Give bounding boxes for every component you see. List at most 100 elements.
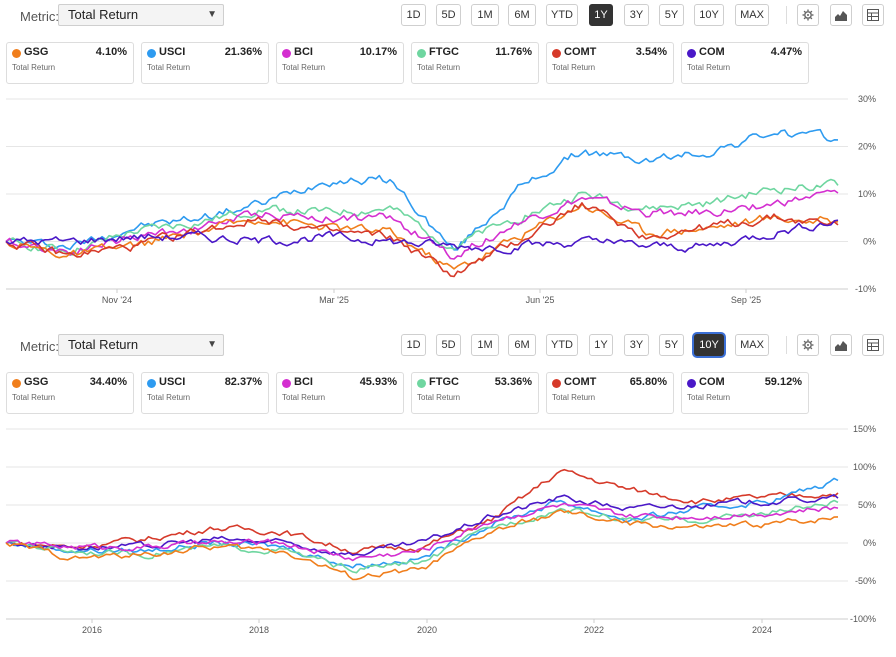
ticker-card-bci[interactable]: BCI 45.93% Total Return — [276, 372, 404, 414]
ticker-metric-caption: Total Return — [417, 63, 461, 72]
y-tick-label: -10% — [855, 284, 876, 294]
series-line-bci[interactable] — [5, 502, 839, 562]
range-button-5d[interactable]: 5D — [436, 334, 461, 356]
ticker-return-value: 34.40% — [89, 376, 127, 388]
range-button-3y[interactable]: 3Y — [624, 4, 649, 26]
series-color-dot — [12, 49, 21, 58]
ticker-symbol: COM — [699, 46, 725, 58]
ticker-card-usci[interactable]: USCI 82.37% Total Return — [141, 372, 269, 414]
range-button-1d[interactable]: 1D — [401, 4, 426, 26]
ticker-return-value: 45.93% — [359, 376, 397, 388]
settings-gear-icon[interactable] — [797, 334, 819, 356]
series-color-dot — [282, 49, 291, 58]
ticker-symbol: BCI — [294, 46, 313, 58]
line-chart-1y[interactable]: 30% 20% 10% 0% -10% Nov '24 Mar '25 Jun '25 Sep … — [0, 90, 896, 326]
table-view-icon[interactable] — [862, 4, 884, 26]
series-line-usci[interactable] — [5, 128, 839, 251]
ticker-card-bci[interactable]: BCI 10.17% Total Return — [276, 42, 404, 84]
range-button-6m[interactable]: 6M — [508, 4, 536, 26]
ticker-card-gsg[interactable]: GSG 34.40% Total Return — [6, 372, 134, 414]
ticker-return-value: 59.12% — [764, 376, 802, 388]
ticker-card-gsg[interactable]: GSG 4.10% Total Return — [6, 42, 134, 84]
range-button-1y[interactable]: 1Y — [589, 4, 613, 26]
range-button-1m[interactable]: 1M — [471, 334, 499, 356]
y-tick-label: 150% — [853, 424, 876, 434]
ticker-card-ftgc[interactable]: FTGC 53.36% Total Return — [411, 372, 539, 414]
ticker-symbol: BCI — [294, 376, 313, 388]
dropdown-arrow-icon: ▼ — [207, 9, 217, 20]
ticker-card-com[interactable]: COM 4.47% Total Return — [681, 42, 809, 84]
series-color-dot — [147, 379, 156, 388]
ticker-card-comt[interactable]: COMT 3.54% Total Return — [546, 42, 674, 84]
x-tick-label: Nov '24 — [102, 295, 132, 305]
series-color-dot — [282, 379, 291, 388]
ticker-return-value: 82.37% — [224, 376, 262, 388]
ticker-card-usci[interactable]: USCI 21.36% Total Return — [141, 42, 269, 84]
metric-select[interactable]: Total Return ▼ — [58, 334, 224, 356]
settings-gear-icon[interactable] — [797, 4, 819, 26]
ticker-symbol: USCI — [159, 46, 186, 58]
x-tick-label: Mar '25 — [319, 295, 349, 305]
x-tick-label: 2022 — [584, 625, 604, 635]
x-tick-label: 2016 — [82, 625, 102, 635]
y-tick-label: 0% — [863, 237, 876, 247]
series-line-gsg[interactable] — [5, 509, 839, 581]
range-button-1y[interactable]: 1Y — [589, 334, 613, 356]
ticker-return-value: 65.80% — [629, 376, 667, 388]
range-button-10y[interactable]: 10Y — [694, 4, 724, 26]
toolbar-divider — [786, 6, 787, 24]
range-button-1m[interactable]: 1M — [471, 4, 499, 26]
series-line-comt[interactable] — [5, 468, 839, 555]
ticker-metric-caption: Total Return — [147, 393, 191, 402]
toolbar-divider — [786, 336, 787, 354]
metric-select[interactable]: Total Return ▼ — [58, 4, 224, 26]
chart-panel-1y: Metric: Total Return ▼ 1D 5D 1M 6M YTD 1Y 3Y 5Y… — [0, 0, 896, 326]
ticker-metric-caption: Total Return — [687, 63, 731, 72]
range-button-max[interactable]: MAX — [735, 334, 769, 356]
y-tick-label: -100% — [850, 614, 876, 624]
ticker-metric-caption: Total Return — [552, 63, 596, 72]
series-line-comt[interactable] — [5, 202, 839, 278]
series-color-dot — [552, 379, 561, 388]
x-tick-label: 2024 — [752, 625, 772, 635]
ticker-card-ftgc[interactable]: FTGC 11.76% Total Return — [411, 42, 539, 84]
range-button-3y[interactable]: 3Y — [624, 334, 649, 356]
ticker-metric-caption: Total Return — [687, 393, 731, 402]
range-button-5d[interactable]: 5D — [436, 4, 461, 26]
range-button-5y[interactable]: 5Y — [659, 4, 684, 26]
ticker-metric-caption: Total Return — [147, 63, 191, 72]
mountain-chart-icon[interactable] — [830, 4, 852, 26]
series-line-gsg[interactable] — [5, 203, 839, 270]
y-tick-label: 20% — [858, 142, 876, 152]
line-chart-10y[interactable]: 150% 100% 50% 0% -50% -100% 2016 2018 2020 2022 20… — [0, 420, 896, 657]
series-color-dot — [687, 379, 696, 388]
range-button-1d[interactable]: 1D — [401, 334, 426, 356]
ticker-symbol: FTGC — [429, 46, 459, 58]
ticker-return-value: 3.54% — [635, 46, 667, 58]
series-line-ftgc[interactable] — [5, 178, 839, 256]
range-button-ytd[interactable]: YTD — [546, 4, 578, 26]
series-line-ftgc[interactable] — [5, 499, 839, 574]
series-line-com[interactable] — [5, 219, 839, 255]
ticker-card-com[interactable]: COM 59.12% Total Return — [681, 372, 809, 414]
ticker-metric-caption: Total Return — [12, 393, 56, 402]
series-color-dot — [417, 49, 426, 58]
range-button-5y[interactable]: 5Y — [659, 334, 684, 356]
table-view-icon[interactable] — [862, 334, 884, 356]
series-line-bci[interactable] — [5, 189, 839, 260]
ticker-metric-caption: Total Return — [282, 63, 326, 72]
mountain-chart-icon[interactable] — [830, 334, 852, 356]
y-tick-label: 100% — [853, 462, 876, 472]
series-line-usci[interactable] — [5, 477, 839, 569]
ticker-card-comt[interactable]: COMT 65.80% Total Return — [546, 372, 674, 414]
range-button-max[interactable]: MAX — [735, 4, 769, 26]
ticker-symbol: USCI — [159, 376, 186, 388]
metric-label: Metric: — [20, 339, 59, 354]
ticker-metric-caption: Total Return — [282, 393, 326, 402]
range-button-10y[interactable]: 10Y — [694, 334, 724, 356]
range-button-6m[interactable]: 6M — [508, 334, 536, 356]
ticker-symbol: GSG — [24, 46, 49, 58]
range-button-ytd[interactable]: YTD — [546, 334, 578, 356]
ticker-return-value: 53.36% — [494, 376, 532, 388]
ticker-symbol: GSG — [24, 376, 49, 388]
